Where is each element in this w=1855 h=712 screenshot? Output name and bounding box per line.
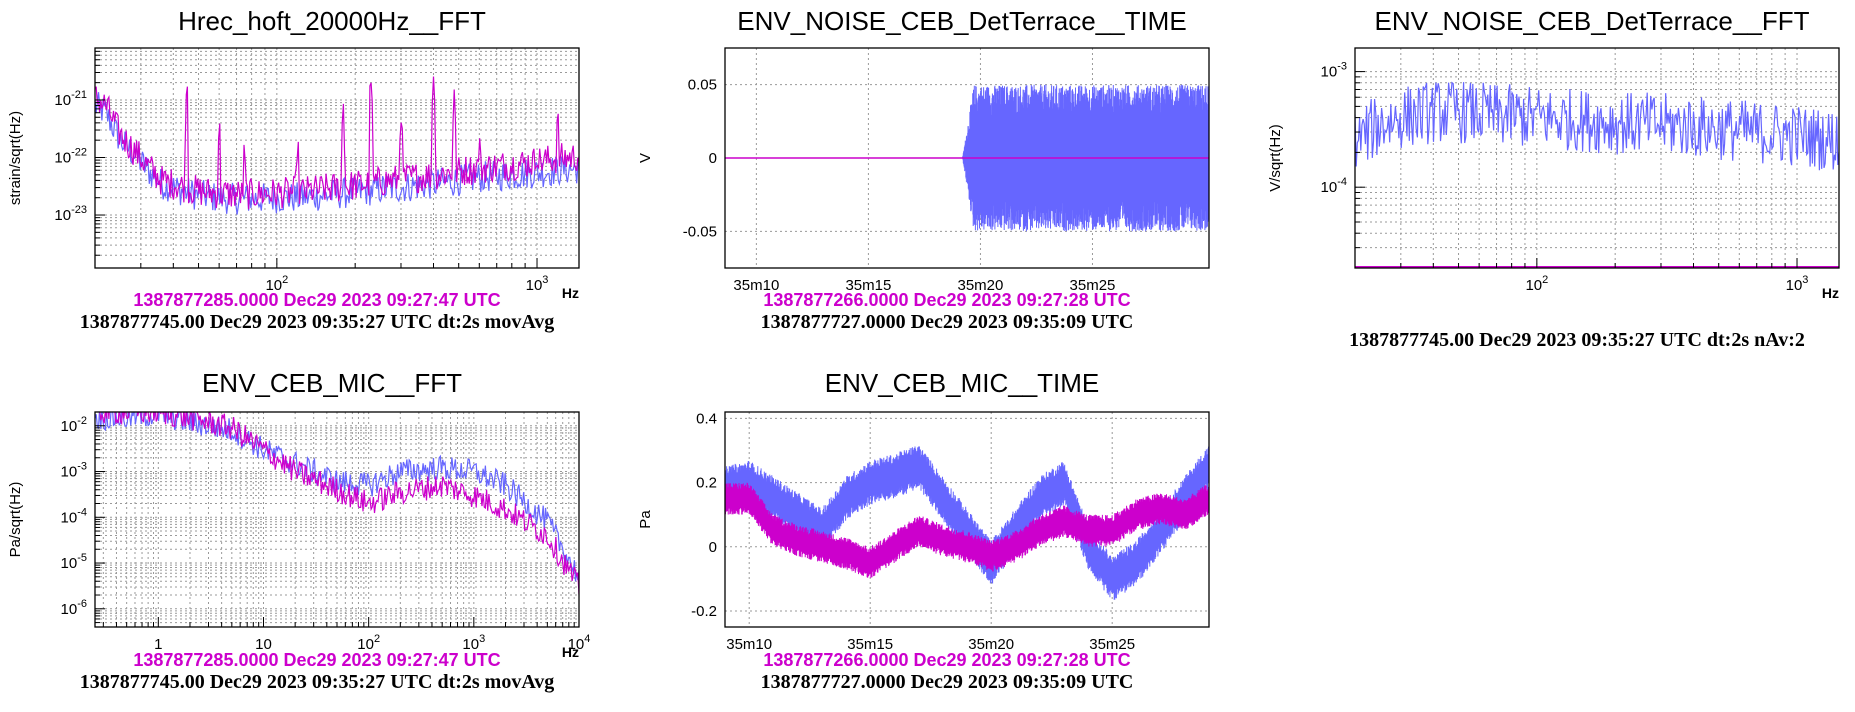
- plot-frame: [94, 47, 580, 269]
- noise-fft-panel: ENV_NOISE_CEB_DetTerrace__FFT 102 103 10-3 1…: [1267, 6, 1840, 351]
- y-tick-label: 10-2: [61, 415, 87, 435]
- x-tick-label: 35m10: [726, 636, 772, 653]
- y-tick-label: 0.05: [688, 77, 717, 94]
- plot-frame: [1354, 47, 1840, 269]
- x-unit-label: Hz: [562, 644, 579, 660]
- timestamp-reference: 1387877266.0000 Dec29 2023 09:27:28 UTC: [763, 650, 1130, 670]
- y-tick-label: 10-21: [54, 89, 87, 109]
- series-primary-line: [962, 84, 1209, 232]
- y-tick-label: 10-23: [54, 204, 87, 224]
- plot-area: [725, 446, 1209, 600]
- y-axis-label: V/sqrt(Hz): [1267, 124, 1284, 192]
- series-primary-line: [95, 92, 579, 215]
- noise-time-panel: ENV_NOISE_CEB_DetTerrace__TIME 35m10 35m15…: [637, 6, 1210, 333]
- y-tick-label: 0: [709, 150, 717, 167]
- y-tick-label: 0.4: [696, 410, 717, 427]
- y-tick-label: 10-5: [61, 552, 87, 572]
- grid-lines: [95, 48, 579, 268]
- x-tick-label: 102: [265, 274, 288, 294]
- y-tick-label: 10-4: [61, 506, 87, 526]
- x-tick-label: 103: [1786, 274, 1809, 294]
- x-tick-label: 10: [255, 636, 272, 653]
- y-tick-label: -0.05: [683, 223, 717, 240]
- chart-title: ENV_CEB_MIC__TIME: [825, 368, 1100, 398]
- grid-lines: [95, 412, 579, 627]
- y-axis-label: strain/sqrt(Hz): [7, 111, 24, 205]
- x-tick-label: 103: [526, 274, 549, 294]
- x-tick-label: 35m15: [847, 636, 893, 653]
- y-tick-label: 10-6: [61, 598, 87, 618]
- chart-title: ENV_NOISE_CEB_DetTerrace__FFT: [1375, 6, 1810, 36]
- plot-area: [1355, 81, 1839, 268]
- y-tick-label: 10-22: [54, 146, 87, 166]
- x-tick-label: 35m20: [968, 636, 1014, 653]
- x-tick-label: 35m20: [958, 277, 1004, 294]
- y-tick-label: 0: [709, 539, 717, 556]
- plot-area: [95, 76, 579, 215]
- x-tick-label: 35m15: [845, 277, 891, 294]
- x-tick-label: 35m10: [733, 277, 779, 294]
- series-reference-line: [99, 412, 579, 595]
- x-tick-label: 35m25: [1070, 277, 1116, 294]
- timestamp-primary: 1387877745.00 Dec29 2023 09:35:27 UTC dt…: [1349, 329, 1805, 351]
- y-tick-label: 0.2: [696, 475, 717, 492]
- plot-area: [95, 412, 579, 595]
- mic-fft-panel: ENV_CEB_MIC__FFT 1 10 102 103 104 10-2 10-3 10-4…: [7, 368, 590, 693]
- timestamp-primary: 1387877727.0000 Dec29 2023 09:35:09 UTC: [761, 671, 1134, 693]
- timestamp-reference: 1387877285.0000 Dec29 2023 09:27:47 UTC: [133, 650, 500, 670]
- x-unit-label: Hz: [562, 285, 579, 301]
- x-tick-label: 1: [154, 636, 162, 653]
- series-reference-line: [95, 76, 579, 210]
- grid-lines: [725, 412, 1209, 627]
- x-tick-label: 102: [357, 633, 380, 653]
- grid-lines: [1355, 48, 1839, 268]
- x-tick-label: 103: [462, 633, 485, 653]
- timestamp-primary: 1387877745.00 Dec29 2023 09:35:27 UTC dt…: [80, 311, 555, 333]
- plot-area: [725, 84, 1209, 232]
- chart-title: ENV_CEB_MIC__FFT: [202, 368, 462, 398]
- y-tick-label: 10-4: [1321, 176, 1347, 196]
- x-unit-label: Hz: [1822, 285, 1839, 301]
- timestamp-primary: 1387877727.0000 Dec29 2023 09:35:09 UTC: [761, 311, 1134, 333]
- y-tick-label: 10-3: [61, 461, 87, 481]
- series-reference-line: [725, 482, 1209, 578]
- x-tick-label: 35m25: [1089, 636, 1135, 653]
- y-axis-label: Pa/sqrt(Hz): [7, 482, 24, 558]
- hrec-fft-panel: Hrec_hoft_20000Hz__FFT 102 103 10-21 10-22 10…: [7, 6, 580, 333]
- y-axis-label: V: [637, 153, 654, 163]
- chart-title: ENV_NOISE_CEB_DetTerrace__TIME: [737, 6, 1186, 36]
- y-axis-label: Pa: [637, 510, 654, 529]
- chart-title: Hrec_hoft_20000Hz__FFT: [178, 6, 486, 36]
- plot-frame: [724, 47, 1210, 269]
- series-primary-line: [725, 446, 1209, 600]
- y-tick-label: 10-3: [1321, 61, 1347, 81]
- x-tick-label: 104: [568, 633, 591, 653]
- x-tick-label: 102: [1525, 274, 1548, 294]
- plot-frame: [724, 411, 1210, 628]
- series-primary-line: [1355, 81, 1839, 171]
- mic-time-panel: ENV_CEB_MIC__TIME 35m10 35m15 35m20 35m25 0.4…: [637, 368, 1210, 693]
- y-tick-label: -0.2: [691, 603, 717, 620]
- timestamp-reference: 1387877285.0000 Dec29 2023 09:27:47 UTC: [133, 290, 500, 310]
- timestamp-primary: 1387877745.00 Dec29 2023 09:35:27 UTC dt…: [80, 671, 555, 693]
- timestamp-reference: 1387877266.0000 Dec29 2023 09:27:28 UTC: [763, 290, 1130, 310]
